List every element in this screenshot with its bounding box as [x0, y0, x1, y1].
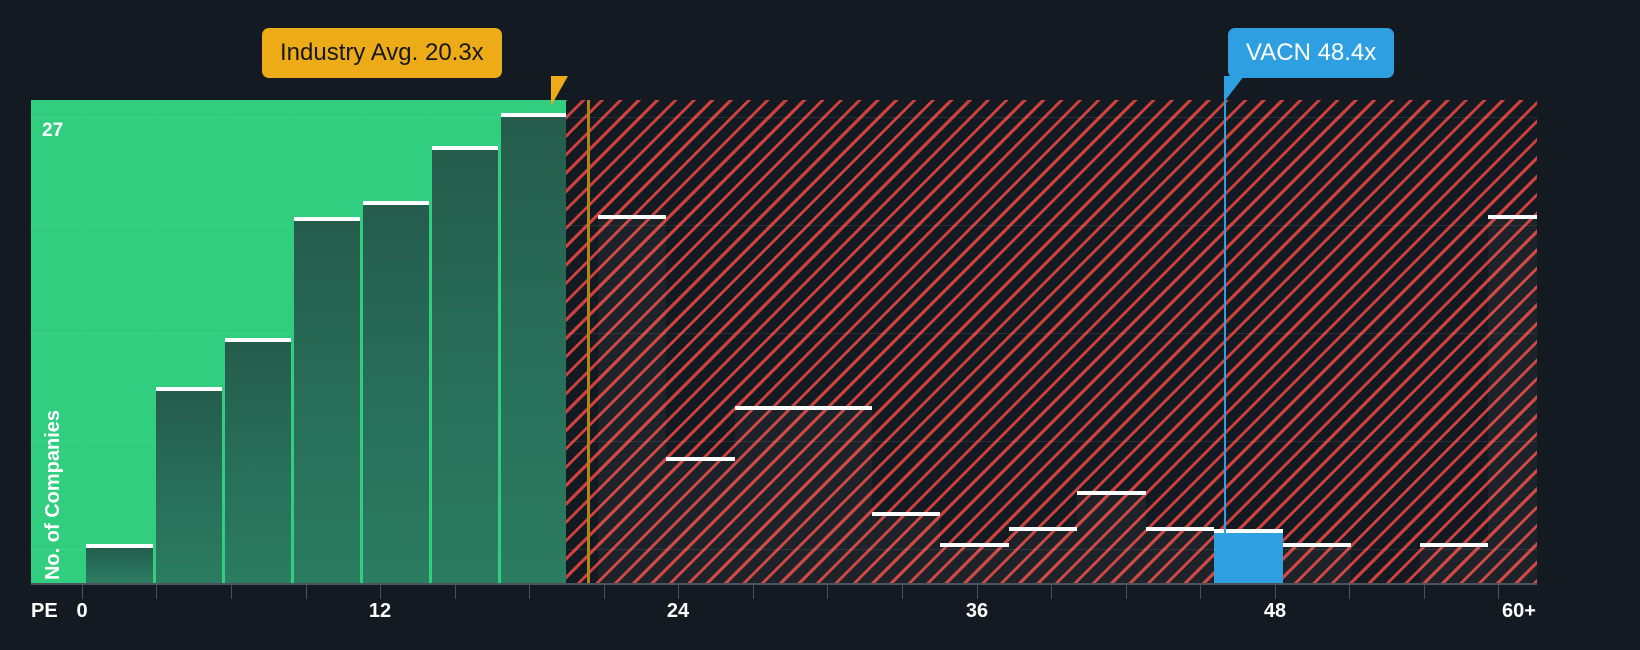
plot-area: [31, 100, 1537, 583]
histogram-bar[interactable]: [566, 100, 598, 583]
bar-cap: [1009, 527, 1077, 531]
histogram-bar[interactable]: [735, 406, 803, 583]
x-axis-tick: [156, 585, 157, 599]
bar-cap: [1283, 543, 1351, 547]
x-axis-tick: [1200, 585, 1201, 599]
plot-clip: [31, 100, 1537, 583]
bar-cap: [432, 146, 498, 150]
bar-cap: [363, 201, 429, 205]
bar-cap: [803, 406, 872, 410]
bar-cap: [666, 457, 735, 461]
industry-average-callout-tail: [551, 76, 568, 106]
x-axis-tick: [1126, 585, 1127, 599]
x-axis-tick: [380, 585, 381, 599]
histogram-bar[interactable]: [86, 544, 153, 583]
x-axis-tick-label-48: 48: [1263, 600, 1287, 622]
histogram-bar[interactable]: [1488, 215, 1537, 583]
overvalued-hatched-band: [566, 100, 1537, 583]
bar-separator: [360, 100, 363, 583]
x-axis-tick: [753, 585, 754, 599]
histogram-bar[interactable]: [1420, 543, 1488, 583]
x-axis-tick: [1498, 585, 1499, 599]
x-axis-tick: [231, 585, 232, 599]
histogram-bar[interactable]: [1283, 543, 1351, 583]
x-axis-tick: [529, 585, 530, 599]
gridline: [31, 225, 1537, 226]
bar-cap: [156, 387, 222, 391]
x-axis-tick: [604, 585, 605, 599]
bar-cap: [1488, 215, 1537, 219]
bar-cap: [872, 512, 940, 516]
bar-separator: [498, 100, 501, 583]
histogram-bar[interactable]: [501, 113, 566, 583]
y-axis-max-label: 27: [42, 120, 64, 141]
histogram-bar[interactable]: [598, 215, 666, 583]
x-axis-line: [31, 583, 1537, 585]
industry-average-callout-label: Industry Avg. 20.3x: [280, 39, 484, 66]
bar-cap: [1146, 527, 1214, 531]
bar-cap: [225, 338, 291, 342]
histogram-bar[interactable]: [363, 201, 429, 583]
vacn-marker-line: [1224, 100, 1226, 583]
x-axis-tick: [1275, 585, 1276, 599]
industry-average-marker-line: [587, 100, 590, 583]
x-axis-tick: [82, 585, 83, 599]
x-axis-tick: [678, 585, 679, 599]
vacn-callout-label: VACN 48.4x: [1246, 39, 1377, 66]
gridline: [31, 549, 1537, 550]
x-axis-tick-label-0: 0: [76, 600, 88, 622]
histogram-bar[interactable]: [666, 457, 735, 583]
bar-cap: [735, 406, 803, 410]
bar-cap: [940, 543, 1009, 547]
histogram-bar[interactable]: [872, 512, 940, 583]
bar-cap: [1077, 491, 1146, 495]
bar-separator: [153, 100, 156, 583]
gridline: [31, 117, 1537, 118]
x-axis-tick: [1349, 585, 1350, 599]
x-axis-tick: [455, 585, 456, 599]
x-axis-tick: [1424, 585, 1425, 599]
bar-cap: [598, 215, 666, 219]
x-axis-tick: [902, 585, 903, 599]
y-axis-title: No. of Companies: [42, 409, 64, 580]
gridline: [31, 333, 1537, 334]
x-axis-tick: [1051, 585, 1052, 599]
bar-separator: [429, 100, 432, 583]
histogram-bar[interactable]: [225, 338, 291, 583]
gridline: [31, 441, 1537, 442]
bar-separator: [222, 100, 225, 583]
histogram-bar[interactable]: [940, 543, 1009, 583]
vacn-callout-tail: [1224, 76, 1244, 102]
x-axis-tick: [306, 585, 307, 599]
histogram-bar[interactable]: [1146, 527, 1214, 583]
bar-cap: [1420, 543, 1488, 547]
bar-cap: [1214, 529, 1283, 533]
vacn-callout[interactable]: VACN 48.4x: [1228, 28, 1395, 78]
histogram-bar[interactable]: [156, 387, 222, 583]
x-axis-tick-label-60: 60+: [1502, 600, 1536, 622]
histogram-bar[interactable]: [803, 406, 872, 583]
bar-cap: [294, 217, 360, 221]
histogram-bar[interactable]: [1077, 491, 1146, 583]
industry-average-callout[interactable]: Industry Avg. 20.3x: [262, 28, 502, 78]
histogram-bar[interactable]: [1009, 527, 1077, 583]
x-axis-tick: [827, 585, 828, 599]
histogram-bar[interactable]: [294, 217, 360, 583]
bar-cap: [501, 113, 566, 117]
x-axis-tick-label-36: 36: [965, 600, 989, 622]
histogram-bar[interactable]: [432, 146, 498, 583]
bar-separator: [83, 100, 86, 583]
bar-separator: [291, 100, 294, 583]
x-axis-tick-label-12: 12: [368, 600, 392, 622]
x-axis-prefix-label: PE: [31, 600, 58, 622]
x-axis-tick-label-24: 24: [666, 600, 690, 622]
x-axis-tick: [977, 585, 978, 599]
bar-cap: [86, 544, 153, 548]
